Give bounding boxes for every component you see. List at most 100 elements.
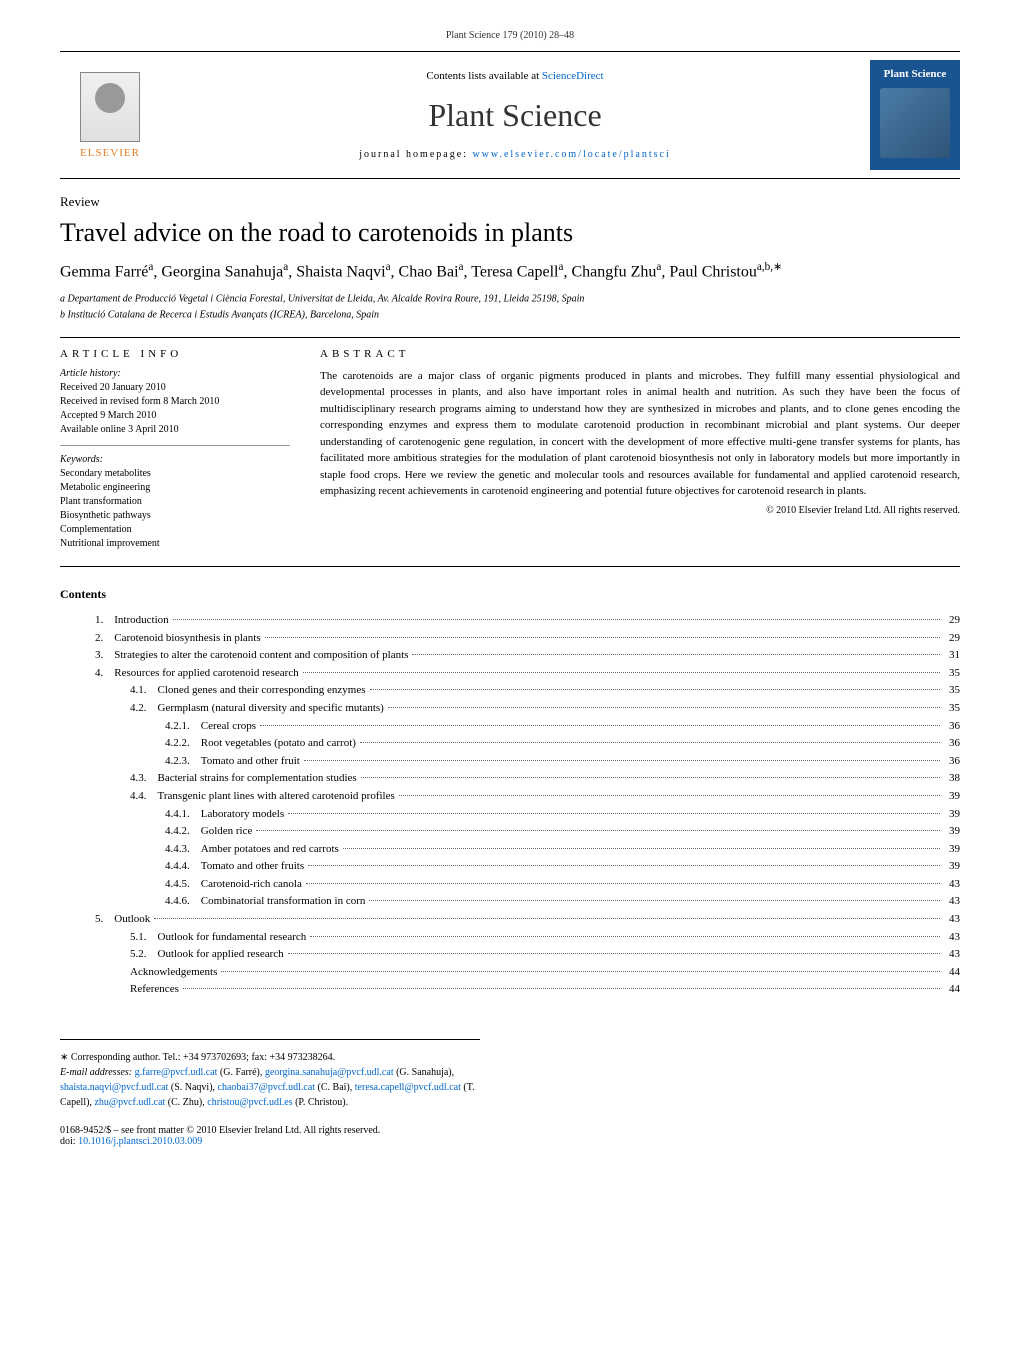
toc-entry: 1. Introduction 29 <box>60 612 960 630</box>
toc-text: Cloned genes and their corresponding enz… <box>158 682 366 700</box>
email-link[interactable]: zhu@pvcf.udl.cat <box>94 1097 165 1108</box>
toc-page: 36 <box>944 718 960 736</box>
toc-dots <box>256 830 940 831</box>
toc-text: Acknowledgements <box>130 964 217 982</box>
info-abstract-row: ARTICLE INFO Article history: Received 2… <box>60 348 960 567</box>
toc-number: 1. <box>95 612 114 630</box>
toc-text: Combinatorial transformation in corn <box>201 893 366 911</box>
toc-text: Transgenic plant lines with altered caro… <box>158 788 395 806</box>
toc-number: 5. <box>95 911 114 929</box>
toc-dots <box>361 777 940 778</box>
toc-page: 29 <box>944 612 960 630</box>
toc-number: 4.4.2. <box>165 823 201 841</box>
toc-text: Strategies to alter the carotenoid conte… <box>114 647 408 665</box>
toc-page: 29 <box>944 630 960 648</box>
toc-dots <box>303 672 940 673</box>
keyword-line: Metabolic engineering <box>60 481 290 495</box>
toc-text: References <box>130 981 179 999</box>
doi-line: doi: 10.1016/j.plantsci.2010.03.009 <box>60 1136 960 1147</box>
history-line: Available online 3 April 2010 <box>60 423 290 437</box>
contents-available: Contents lists available at ScienceDirec… <box>160 70 870 82</box>
history-label: Article history: <box>60 368 290 379</box>
toc-entry: 5. Outlook 43 <box>60 911 960 929</box>
toc-entry: 4.4. Transgenic plant lines with altered… <box>60 788 960 806</box>
toc-text: Outlook for fundamental research <box>158 929 307 947</box>
doi-link[interactable]: 10.1016/j.plantsci.2010.03.009 <box>78 1136 202 1147</box>
toc-number: 4.3. <box>130 770 158 788</box>
contents-prefix: Contents lists available at <box>426 70 541 82</box>
email-person: (S. Naqvi), <box>168 1082 217 1093</box>
toc-text: Tomato and other fruits <box>201 858 304 876</box>
toc-text: Introduction <box>114 612 168 630</box>
keywords-block: Keywords: Secondary metabolitesMetabolic… <box>60 454 290 551</box>
toc-entry: 4.1. Cloned genes and their correspondin… <box>60 682 960 700</box>
email-link[interactable]: g.farre@pvcf.udl.cat <box>135 1067 218 1078</box>
elsevier-label: ELSEVIER <box>80 147 140 159</box>
abstract-text: The carotenoids are a major class of org… <box>320 368 960 500</box>
divider <box>60 337 960 338</box>
toc-number: 4.2. <box>130 700 158 718</box>
toc-page: 44 <box>944 981 960 999</box>
toc-dots <box>288 813 940 814</box>
affiliations: a Departament de Producció Vegetal i Ciè… <box>60 291 960 322</box>
sciencedirect-link[interactable]: ScienceDirect <box>542 70 604 82</box>
toc-entry: 4.4.5. Carotenoid-rich canola43 <box>60 876 960 894</box>
toc-dots <box>173 619 940 620</box>
email-link[interactable]: teresa.capell@pvcf.udl.cat <box>355 1082 461 1093</box>
footer: ∗ Corresponding author. Tel.: +34 973702… <box>60 1039 480 1110</box>
toc-entry: 4.4.4. Tomato and other fruits39 <box>60 858 960 876</box>
toc-page: 43 <box>944 911 960 929</box>
email-person: (G. Sanahuja), <box>394 1067 455 1078</box>
toc-text: Carotenoid-rich canola <box>201 876 302 894</box>
article-info: ARTICLE INFO Article history: Received 2… <box>60 348 290 551</box>
toc-dots <box>360 742 940 743</box>
contents-section: Contents 1. Introduction292. Carotenoid … <box>60 587 960 999</box>
elsevier-logo: ELSEVIER <box>60 60 160 170</box>
toc-number: 4. <box>95 665 114 683</box>
toc-dots <box>306 883 940 884</box>
toc-entry: 4.3. Bacterial strains for complementati… <box>60 770 960 788</box>
affiliation-a: a Departament de Producció Vegetal i Ciè… <box>60 291 960 306</box>
toc-text: Cereal crops <box>201 718 256 736</box>
toc-number: 2. <box>95 630 114 648</box>
keywords-label: Keywords: <box>60 454 290 465</box>
toc-entry: 4.4.3. Amber potatoes and red carrots39 <box>60 841 960 859</box>
toc-entry: 2. Carotenoid biosynthesis in plants29 <box>60 630 960 648</box>
toc-page: 38 <box>944 770 960 788</box>
email-person: (G. Farré), <box>217 1067 264 1078</box>
toc-text: Resources for applied carotenoid researc… <box>114 665 298 683</box>
journal-header: ELSEVIER Contents lists available at Sci… <box>60 51 960 179</box>
article-type: Review <box>60 194 960 210</box>
doi-block: 0168-9452/$ – see front matter © 2010 El… <box>60 1125 960 1147</box>
toc-entry: 4. Resources for applied carotenoid rese… <box>60 665 960 683</box>
affiliation-b: b Institució Catalana de Recerca i Estud… <box>60 307 960 322</box>
toc-page: 43 <box>944 929 960 947</box>
email-link[interactable]: christou@pvcf.udl.es <box>207 1097 292 1108</box>
issn-line: 0168-9452/$ – see front matter © 2010 El… <box>60 1125 960 1136</box>
doi-prefix: doi: <box>60 1136 76 1147</box>
toc-dots <box>183 988 940 989</box>
article-title: Travel advice on the road to carotenoids… <box>60 218 960 248</box>
homepage-link[interactable]: www.elsevier.com/locate/plantsci <box>472 149 670 160</box>
email-link[interactable]: georgina.sanahuja@pvcf.udl.cat <box>265 1067 394 1078</box>
email-link[interactable]: shaista.naqvi@pvcf.udl.cat <box>60 1082 168 1093</box>
keyword-line: Biosynthetic pathways <box>60 509 290 523</box>
toc-entry: 4.2.3. Tomato and other fruit36 <box>60 753 960 771</box>
toc-text: Bacterial strains for complementation st… <box>158 770 357 788</box>
toc-page: 39 <box>944 841 960 859</box>
email-label: E-mail addresses: <box>60 1067 135 1078</box>
toc-page: 44 <box>944 964 960 982</box>
toc-entry: References 44 <box>60 981 960 999</box>
journal-center: Contents lists available at ScienceDirec… <box>160 70 870 160</box>
history-line: Accepted 9 March 2010 <box>60 409 290 423</box>
toc-dots <box>412 654 940 655</box>
toc-number: 4.4. <box>130 788 158 806</box>
corresponding-author: ∗ Corresponding author. Tel.: +34 973702… <box>60 1050 480 1065</box>
toc-dots <box>310 936 940 937</box>
email-link[interactable]: chaobai37@pvcf.udl.cat <box>218 1082 316 1093</box>
toc-entry: 4.4.1. Laboratory models39 <box>60 806 960 824</box>
toc-page: 43 <box>944 876 960 894</box>
toc-dots <box>265 637 940 638</box>
toc-page: 31 <box>944 647 960 665</box>
toc-text: Outlook <box>114 911 150 929</box>
